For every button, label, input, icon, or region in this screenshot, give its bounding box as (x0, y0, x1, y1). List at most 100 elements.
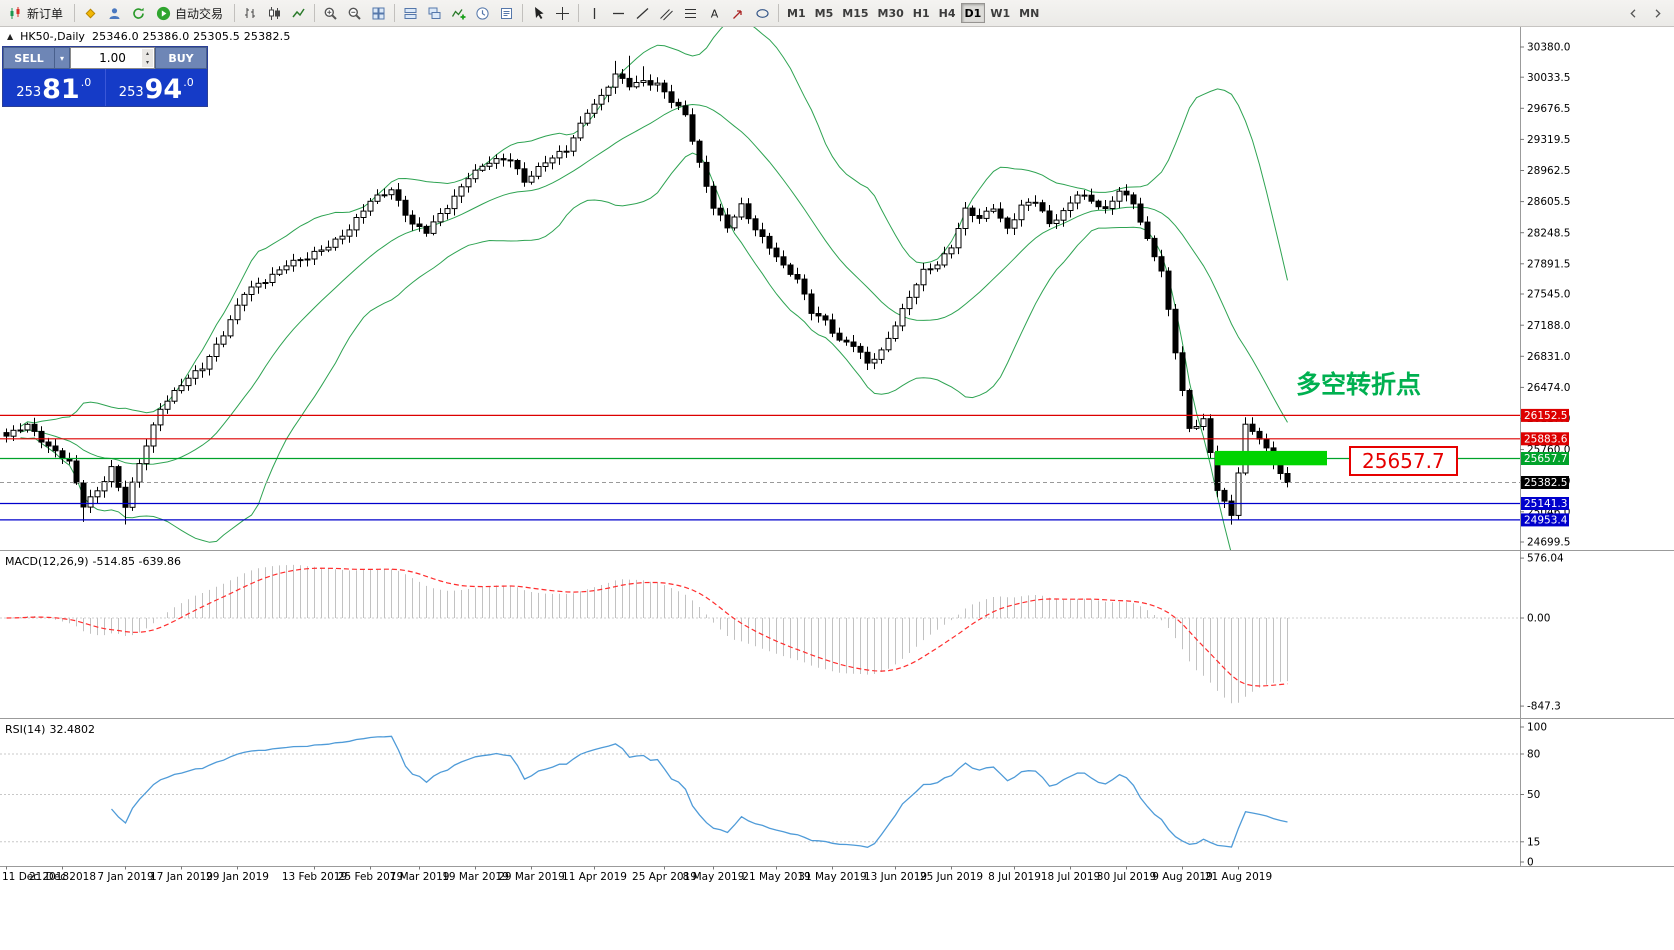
auto-arrange-button[interactable] (399, 2, 422, 24)
tf-h4-button[interactable]: H4 (938, 6, 956, 20)
new-order-button[interactable]: 新订单 (3, 2, 70, 24)
cursor-icon (531, 6, 546, 21)
autotrading-button-label: 自动交易 (175, 6, 224, 21)
horizontal-line-button[interactable] (607, 2, 630, 24)
tf-mn-button[interactable]: MN (1019, 6, 1040, 20)
collapse-triangle-icon[interactable]: ▲ (7, 32, 14, 41)
price-tick-label: 30380.0 (1527, 42, 1570, 54)
tf-d1-button[interactable]: D1 (960, 3, 986, 23)
price-tick-label: 30033.5 (1527, 72, 1570, 84)
axis-price-flag (1521, 452, 1569, 465)
cursor-button[interactable] (527, 2, 550, 24)
zoom-out-button[interactable] (343, 2, 366, 24)
line-chart-button[interactable] (287, 2, 310, 24)
chevron-down-icon: ▾ (59, 53, 64, 63)
metaeditor-button[interactable] (79, 2, 102, 24)
indicators-button[interactable] (447, 2, 470, 24)
chart-canvas[interactable]: 30380.0 30033.5 29676.5 29319.5 28962.5 28605… (0, 27, 1674, 950)
price-tick-label: 27891.5 (1527, 258, 1570, 270)
vertical-line-button[interactable] (583, 2, 606, 24)
arrange-icon (403, 6, 418, 21)
trendline-button[interactable] (631, 2, 654, 24)
price-callout-annotation[interactable]: 25657.7 (1349, 446, 1458, 476)
candlestick-chart-button[interactable] (263, 2, 286, 24)
buy-price[interactable]: 253 94.0 (106, 69, 208, 106)
axis-price-flag-label: 25657.7 (1524, 453, 1567, 465)
date-tick-label: 8 May 2019 (683, 871, 745, 883)
macd-name: MACD(12,26,9) (5, 555, 89, 568)
market-watch-button[interactable] (103, 2, 126, 24)
order-type-dropdown[interactable]: ▾ (55, 47, 70, 69)
price-scale[interactable]: 30380.0 30033.5 29676.5 29319.5 28962.5 28605… (1520, 42, 1570, 869)
tf-h1-button[interactable]: H1 (912, 6, 930, 20)
toolbar-scroll-left-button[interactable] (1622, 2, 1645, 24)
highlight-rectangle-object[interactable] (1215, 450, 1327, 466)
crosshair-icon (555, 6, 570, 21)
refresh-button[interactable] (127, 2, 150, 24)
rsi-tick-label: 0 (1527, 857, 1534, 869)
toolbar-overflow (1622, 2, 1671, 24)
clock-icon (475, 6, 490, 21)
volume-input[interactable]: 1.00 ▴ ▾ (70, 47, 155, 69)
macd-tick-label: -847.3 (1527, 701, 1561, 713)
tf-w1-button[interactable]: W1 (990, 6, 1011, 20)
cascade-icon (427, 6, 442, 21)
zoom-in-icon (323, 6, 338, 21)
channel-icon (659, 6, 674, 21)
crosshair-button[interactable] (551, 2, 574, 24)
chart-symbol-period: HK50-,Daily (20, 30, 85, 43)
tile-windows-button[interactable] (367, 2, 390, 24)
toolbar-separator (314, 4, 316, 22)
rsi-line (111, 735, 1288, 848)
zoom-out-icon (347, 6, 362, 21)
bollinger-bands (20, 27, 1288, 550)
price-tick-label: 27545.0 (1527, 289, 1570, 301)
date-tick-label: 25 Jun 2019 (920, 871, 983, 883)
fibo-icon (683, 6, 698, 21)
autotrading-button[interactable]: 自动交易 (151, 2, 230, 24)
chevron-right-icon (1652, 8, 1663, 19)
template-icon (499, 6, 514, 21)
axis-price-flag (1521, 408, 1569, 422)
toolbar-separator (522, 4, 524, 22)
stepper-down-icon[interactable]: ▾ (145, 58, 149, 66)
toolbar-scroll-right-button[interactable] (1646, 2, 1669, 24)
sell-button[interactable]: SELL (3, 47, 55, 69)
horizontal-line-objects[interactable] (0, 414, 1520, 521)
periods-button[interactable] (471, 2, 494, 24)
price-digits: 81 (42, 74, 80, 106)
buy-button[interactable]: BUY (155, 47, 207, 69)
hline-icon (611, 6, 626, 21)
volume-stepper[interactable]: ▴ ▾ (142, 49, 153, 67)
fibonacci-button[interactable] (679, 2, 702, 24)
text-button[interactable]: A (703, 2, 726, 24)
templates-button[interactable] (495, 2, 518, 24)
zoom-in-button[interactable] (319, 2, 342, 24)
chart-region: 30380.0 30033.5 29676.5 29319.5 28962.5 28605… (0, 27, 1674, 950)
channel-button[interactable] (655, 2, 678, 24)
stepper-up-icon[interactable]: ▴ (145, 49, 149, 57)
bar-chart-button[interactable] (239, 2, 262, 24)
toolbar-separator (74, 4, 76, 22)
macd-histogram (13, 564, 1288, 704)
sell-price[interactable]: 253 81.0 (3, 69, 106, 106)
price-tick-label: 28962.5 (1527, 165, 1570, 177)
arrows-button[interactable] (727, 2, 750, 24)
date-tick-label: 8 Jul 2019 (988, 871, 1041, 883)
date-tick-label: 17 Jan 2019 (150, 871, 213, 883)
price-tick-label: 28605.5 (1527, 196, 1570, 208)
tf-m1-button[interactable]: M1 (787, 6, 806, 20)
tf-m30-button[interactable]: M30 (877, 6, 904, 20)
tf-m15-button[interactable]: M15 (842, 6, 869, 20)
turning-point-annotation[interactable]: 多空转折点 (1296, 370, 1422, 399)
cascade-windows-button[interactable] (423, 2, 446, 24)
new-order-icon (8, 6, 23, 21)
chart-title: ▲ HK50-,Daily 25346.0 25386.0 25305.5 25… (7, 30, 291, 43)
tf-m5-button[interactable]: M5 (814, 6, 834, 20)
rsi-level-lines (0, 753, 1520, 843)
rsi-name: RSI(14) (5, 723, 46, 736)
indicator-icon (451, 6, 466, 21)
shapes-button[interactable] (751, 2, 774, 24)
macd-label: MACD(12,26,9) -514.85 -639.86 (5, 555, 181, 568)
